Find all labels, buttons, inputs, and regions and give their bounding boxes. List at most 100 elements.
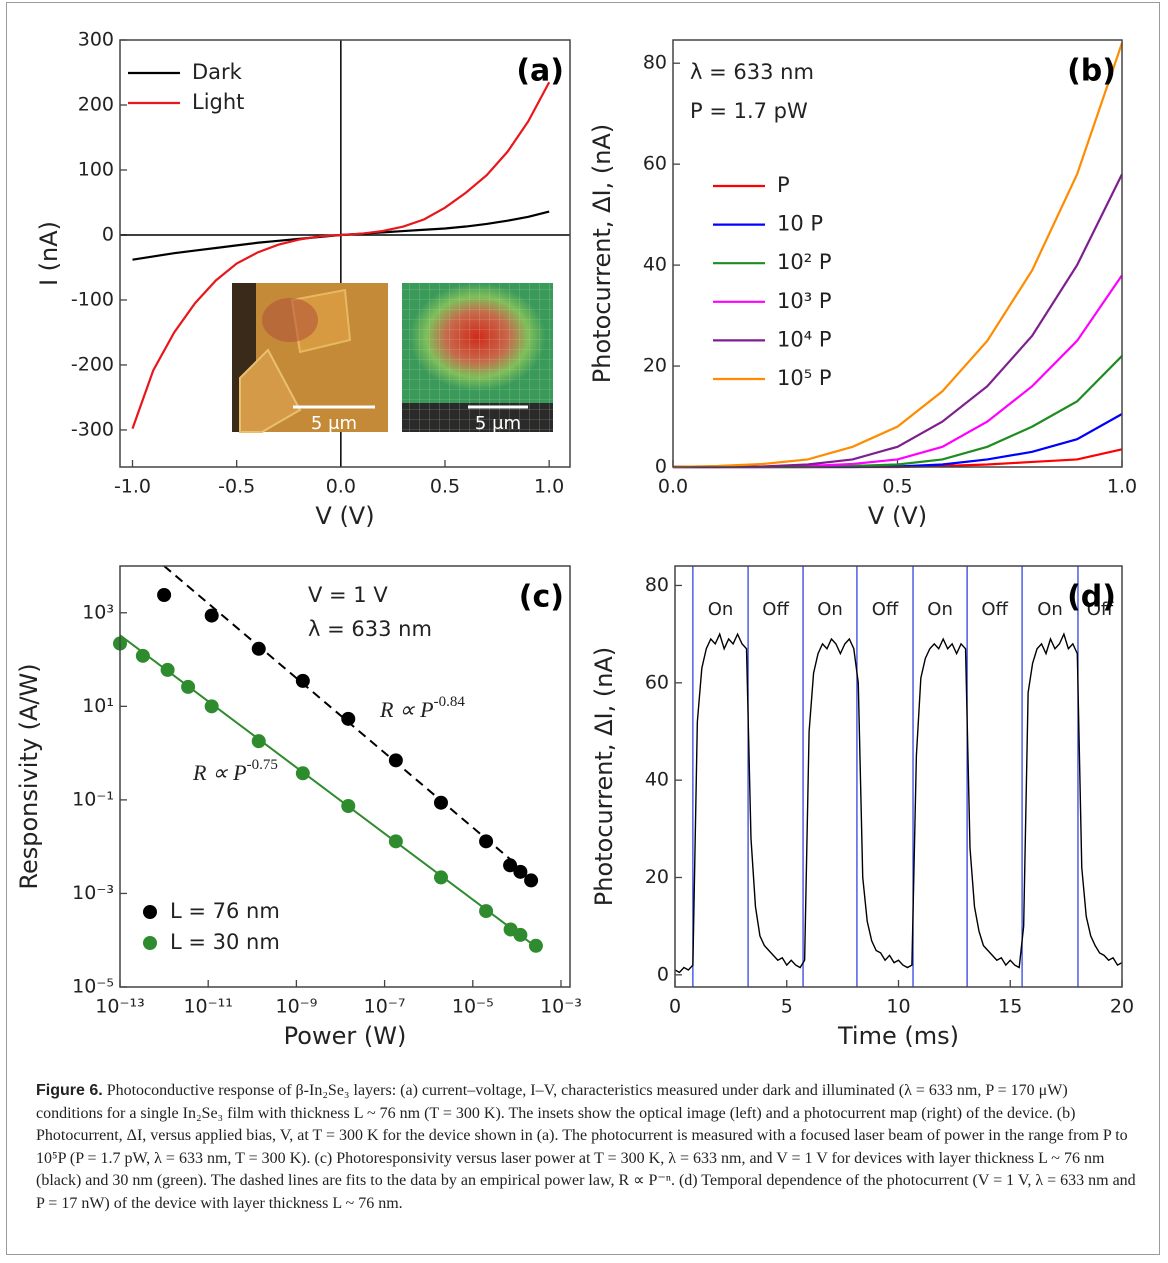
x-tick-label: 20 <box>1110 996 1134 1018</box>
legend-label: L = 76 nm <box>170 899 280 923</box>
y-tick-label: 10⁻³ <box>72 882 114 904</box>
data-point <box>341 711 356 726</box>
annotation-exponent: -0.84 <box>434 694 466 710</box>
data-line <box>673 274 1123 469</box>
legend-label: 10 P <box>777 212 823 236</box>
figure-frame <box>6 2 1160 1255</box>
y-axis-label: Photocurrent, ΔI, (nA) <box>588 124 616 383</box>
x-axis-label: V (V) <box>868 502 927 530</box>
data-point <box>479 904 494 919</box>
y-tick-label: 0 <box>657 963 669 985</box>
y-tick-label: 20 <box>645 866 669 888</box>
data-point <box>433 870 448 885</box>
inset-scale-label: 5 μm <box>475 413 521 434</box>
y-axis-label: Responsivity (A/W) <box>15 663 43 889</box>
state-label: Off <box>1087 599 1114 620</box>
annotation: λ = 633 nm <box>690 60 814 84</box>
legend-label: Dark <box>192 60 243 84</box>
plot-frame <box>119 39 571 468</box>
x-axis-label: Power (W) <box>284 1022 407 1050</box>
y-tick-label: -100 <box>71 288 114 310</box>
data-point <box>295 766 310 781</box>
y-tick-label: -300 <box>71 418 114 440</box>
annotation: λ = 633 nm <box>308 617 432 641</box>
legend-label: 10⁵ P <box>777 366 831 390</box>
x-axis-label: V (V) <box>315 502 374 530</box>
y-tick-label: -200 <box>71 353 114 375</box>
x-tick-label: 10⁻⁹ <box>275 996 317 1018</box>
y-tick-label: 0 <box>655 456 667 478</box>
inset-map: 5 μm <box>402 283 553 434</box>
x-tick-label: 10⁻³ <box>540 996 582 1018</box>
data-point <box>433 795 448 810</box>
x-tick-label: 0.0 <box>658 476 688 498</box>
legend-label: 10⁴ P <box>777 327 831 351</box>
data-point <box>295 673 310 688</box>
data-point <box>157 587 172 602</box>
state-label: Off <box>762 599 789 620</box>
data-line <box>674 632 1123 974</box>
y-tick-label: 10⁻⁵ <box>72 976 114 998</box>
data-line <box>673 173 1123 469</box>
legend-marker <box>143 905 157 919</box>
legend-label: L = 30 nm <box>170 930 280 954</box>
x-tick-label: 0.5 <box>430 476 460 498</box>
data-point <box>204 608 219 623</box>
data-point <box>503 858 518 873</box>
y-tick-label: 10³ <box>82 601 114 623</box>
y-tick-label: 300 <box>78 29 114 51</box>
data-line <box>672 42 1124 469</box>
plot-frame <box>672 39 1123 468</box>
y-tick-label: 20 <box>643 355 667 377</box>
data-line <box>131 81 551 430</box>
plot-frame <box>119 565 571 988</box>
y-tick-label: 80 <box>643 52 667 74</box>
panel-label: (b) <box>1067 54 1116 89</box>
data-point <box>251 734 266 749</box>
y-tick-label: 40 <box>643 254 667 276</box>
legend-label: 10² P <box>777 250 831 274</box>
x-tick-label: -0.5 <box>218 476 255 498</box>
x-tick-label: 10⁻⁵ <box>452 996 494 1018</box>
data-point <box>135 648 150 663</box>
data-point <box>388 834 403 849</box>
annotation-text: R ∝ P <box>379 697 434 722</box>
data-point <box>388 753 403 768</box>
data-point <box>513 864 528 879</box>
plot-frame <box>674 565 1123 988</box>
x-tick-label: 15 <box>998 996 1022 1018</box>
data-point <box>513 927 528 942</box>
data-point <box>479 834 494 849</box>
state-label: Off <box>872 599 899 620</box>
data-point <box>528 938 543 953</box>
state-label: On <box>927 599 953 620</box>
x-tick-label: 0.0 <box>326 476 356 498</box>
figure-caption: Figure 6. Photoconductive response of β-I… <box>36 1080 1136 1215</box>
panel-label: (a) <box>516 54 564 89</box>
annotation: V = 1 V <box>308 583 388 607</box>
y-tick-label: 100 <box>78 158 114 180</box>
legend-marker <box>143 936 157 950</box>
y-tick-label: 40 <box>645 769 669 791</box>
data-point <box>524 873 539 888</box>
figure: -1.0 -0.5 0.0 0.5 1.0-300-200-1000100200300V… <box>15 29 1137 1051</box>
legend-label: 10³ P <box>777 289 831 313</box>
fit-line <box>163 565 542 886</box>
caption-label: Figure 6. <box>36 1082 103 1099</box>
data-point <box>181 679 196 694</box>
x-axis-label: Time (ms) <box>837 1022 959 1050</box>
data-point <box>251 641 266 656</box>
x-tick-label: 10 <box>886 996 910 1018</box>
annotation: R ∝ P-0.84 <box>379 694 465 722</box>
x-tick-label: 5 <box>781 996 793 1018</box>
x-tick-label: 1.0 <box>534 476 564 498</box>
state-label: On <box>1037 599 1063 620</box>
data-point <box>204 699 219 714</box>
y-axis-label: I (nA) <box>35 221 63 286</box>
y-tick-label: 60 <box>645 671 669 693</box>
panel-label: (c) <box>519 580 564 615</box>
annotation-text: R ∝ P <box>192 760 247 785</box>
inset-scale-label: 5 μm <box>311 413 357 434</box>
x-tick-label: -1.0 <box>114 476 151 498</box>
y-tick-label: 200 <box>78 93 114 115</box>
